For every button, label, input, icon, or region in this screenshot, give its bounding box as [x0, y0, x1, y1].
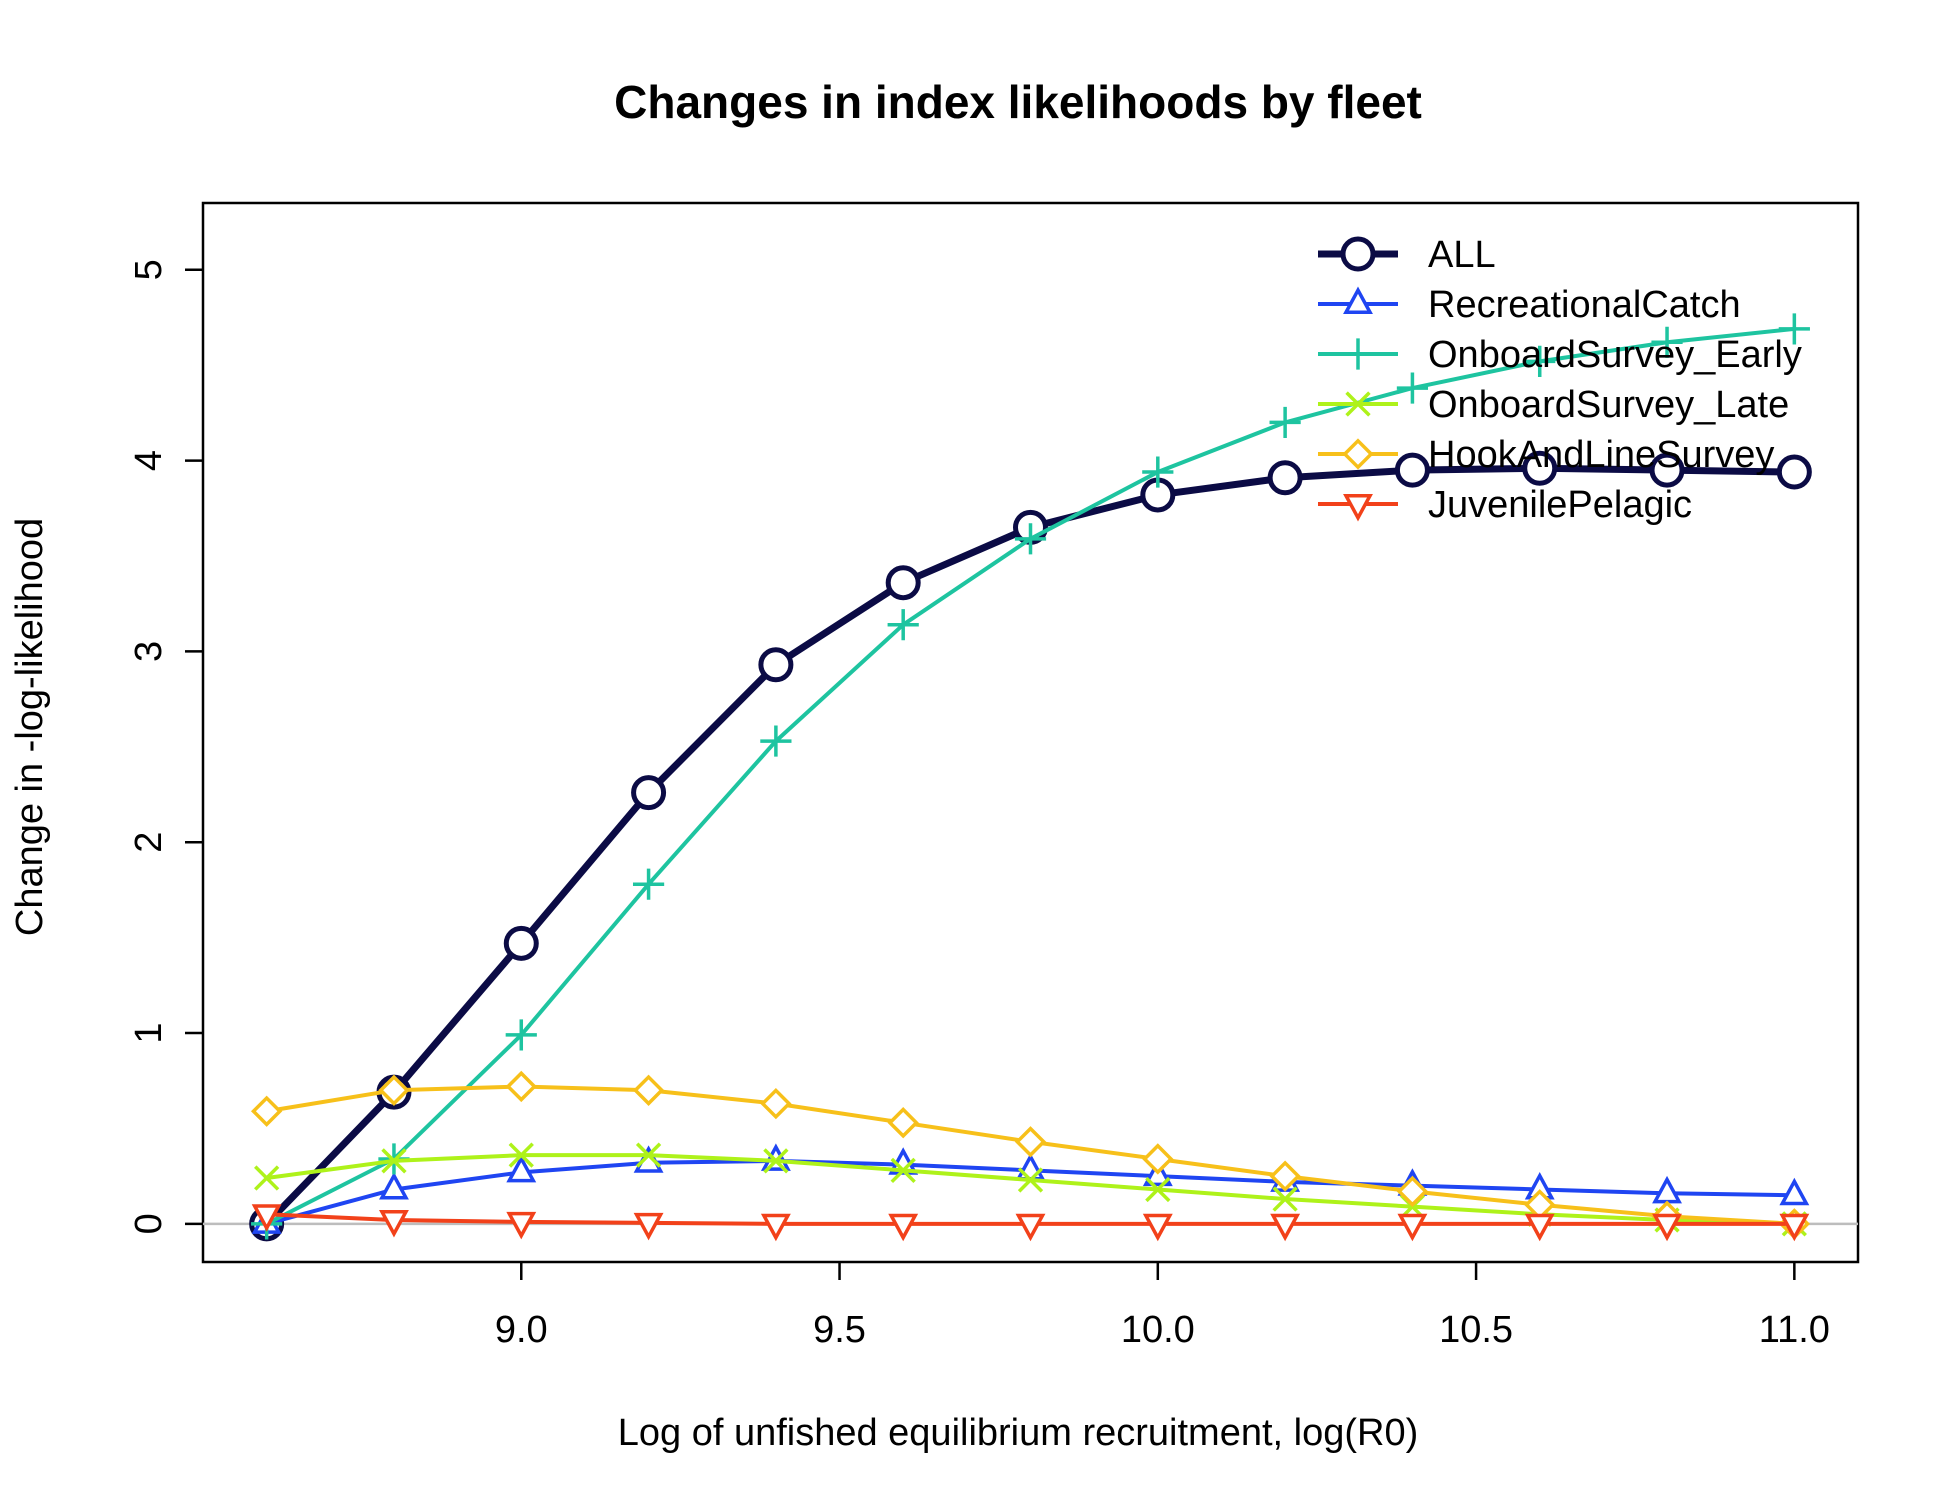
data-point — [1015, 1213, 1046, 1242]
y-tick-label: 4 — [128, 450, 170, 471]
data-point — [1652, 1213, 1682, 1242]
data-point — [1015, 1152, 1046, 1181]
data-point — [1778, 313, 1810, 345]
data-point — [887, 609, 919, 641]
chart-title: Changes in index likelihoods by fleet — [614, 76, 1422, 128]
data-point — [1142, 1213, 1173, 1242]
data-point — [1397, 1213, 1428, 1242]
data-point — [1145, 1176, 1171, 1203]
data-point — [1017, 1167, 1044, 1193]
x-axis-label: Log of unfished equilibrium recruitment,… — [618, 1412, 1419, 1454]
legend-label: RecreationalCatch — [1428, 284, 1741, 326]
data-point — [1014, 1126, 1047, 1158]
data-point — [505, 1019, 537, 1051]
data-point — [1524, 345, 1556, 377]
data-point — [381, 1148, 407, 1174]
x-tick-label: 9.0 — [495, 1309, 548, 1351]
data-point — [506, 1211, 537, 1240]
legend-marker — [1342, 438, 1374, 470]
x-tick-label: 9.5 — [813, 1309, 866, 1351]
legend: ALL RecreationalCatch OnboardSurvey_Early O… — [1318, 234, 1802, 526]
data-point — [1142, 1143, 1174, 1175]
legend-marker — [1345, 391, 1371, 417]
plot-frame — [201, 201, 1860, 1264]
y-tick-label: 5 — [128, 259, 170, 280]
data-point — [379, 1209, 409, 1238]
data-point — [1270, 1213, 1301, 1242]
data-point — [633, 1212, 664, 1241]
legend-label: OnboardSurvey_Early — [1428, 334, 1802, 376]
data-point — [1396, 1175, 1429, 1208]
legend-marker — [1342, 338, 1374, 370]
data-point — [251, 1204, 282, 1232]
data-point — [378, 1074, 410, 1106]
data-point — [635, 1142, 662, 1168]
data-point — [505, 1070, 537, 1103]
data-point — [632, 1074, 665, 1106]
data-point — [379, 1172, 409, 1200]
data-point — [1652, 1175, 1682, 1204]
data-point — [1267, 460, 1303, 496]
legend-marker — [1343, 493, 1373, 522]
y-tick-label: 0 — [128, 1213, 170, 1234]
data-point — [887, 1107, 919, 1139]
series-ALL — [249, 450, 1812, 1242]
legend-label: ALL — [1428, 234, 1496, 276]
series-HookAndLineSurvey — [250, 1070, 1811, 1240]
data-point — [250, 1095, 283, 1127]
y-tick-label: 2 — [128, 832, 170, 853]
y-tick-label: 1 — [128, 1022, 170, 1043]
data-point — [1776, 454, 1812, 490]
data-point — [888, 1147, 919, 1175]
data-point — [885, 565, 921, 601]
y-axis-label: Change in -log-likelihood — [9, 518, 51, 936]
data-point — [1779, 1177, 1810, 1206]
data-point — [254, 1165, 280, 1191]
data-point — [1394, 452, 1430, 488]
data-point — [1522, 450, 1558, 486]
plot-area: 9.0 9.5 10.0 10.5 11.0 0 1 2 3 4 5 — [128, 201, 1860, 1351]
y-tick-label: 3 — [128, 641, 170, 662]
data-point — [760, 725, 792, 757]
data-point — [508, 1142, 534, 1168]
data-point — [763, 1148, 789, 1174]
x-tick-label: 10.5 — [1439, 1309, 1513, 1351]
data-point — [633, 1145, 664, 1173]
data-point — [1524, 1213, 1555, 1242]
data-point — [888, 1213, 919, 1242]
data-point — [506, 1154, 537, 1183]
data-point — [1142, 456, 1174, 488]
series-OnboardSurvey_Early — [251, 313, 1810, 1240]
legend-label: JuvenilePelagic — [1428, 484, 1692, 526]
legend-label: OnboardSurvey_Late — [1428, 384, 1789, 426]
data-point — [1269, 406, 1301, 439]
data-point — [1269, 1160, 1301, 1192]
series-JuvenilePelagic — [251, 1204, 1810, 1242]
data-point — [760, 1213, 791, 1242]
x-tick-label: 10.0 — [1121, 1309, 1195, 1351]
data-point — [1651, 326, 1683, 358]
data-point — [760, 1143, 791, 1171]
data-point — [632, 868, 665, 900]
data-point — [890, 1157, 916, 1184]
data-point — [1272, 1186, 1298, 1212]
legend-marker — [1340, 236, 1376, 272]
x-tick-label: 11.0 — [1759, 1309, 1830, 1351]
data-point — [760, 1087, 792, 1120]
data-point — [1396, 372, 1429, 404]
series-line — [264, 464, 1795, 1227]
data-point — [1649, 452, 1685, 488]
data-point — [503, 925, 539, 961]
data-point — [758, 647, 794, 683]
legend-marker — [1343, 286, 1373, 315]
legend-label: HookAndLineSurvey — [1428, 434, 1774, 476]
data-point — [1779, 1213, 1810, 1242]
data-point — [631, 775, 667, 811]
data-point — [1014, 523, 1047, 555]
